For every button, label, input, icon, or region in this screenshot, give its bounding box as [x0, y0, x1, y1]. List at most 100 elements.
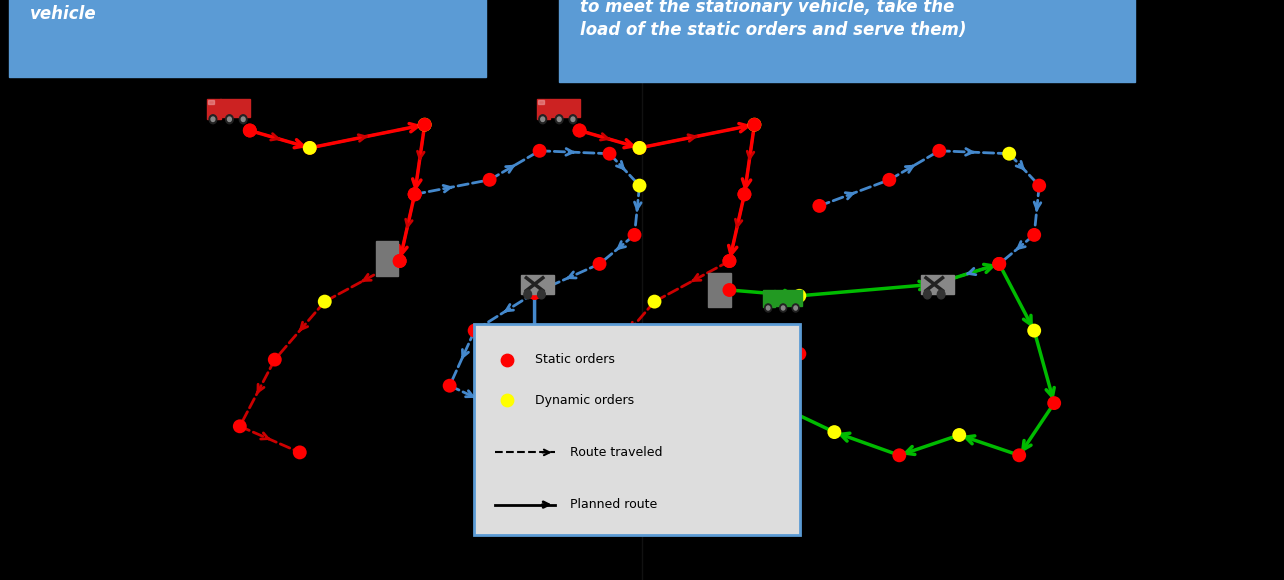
Text: t=X: LES (a “backup” vehicle is assigned
to meet the stationary vehicle, take th: t=X: LES (a “backup” vehicle is assigned… — [579, 0, 966, 39]
Point — [524, 288, 544, 298]
Circle shape — [524, 290, 532, 299]
Bar — [208, 100, 221, 119]
Point — [809, 201, 829, 211]
Circle shape — [782, 306, 785, 310]
Point — [550, 404, 570, 414]
Point — [315, 297, 335, 306]
Point — [989, 259, 1009, 269]
Point — [880, 175, 900, 184]
Point — [524, 355, 544, 364]
Circle shape — [569, 115, 577, 124]
Point — [619, 448, 639, 457]
Circle shape — [794, 306, 797, 310]
Bar — [376, 241, 398, 276]
Point — [1009, 451, 1030, 460]
Point — [924, 280, 945, 289]
Point — [594, 355, 615, 364]
Point — [600, 384, 620, 393]
Point — [560, 422, 580, 431]
Point — [745, 120, 765, 129]
Circle shape — [571, 117, 575, 121]
Point — [524, 288, 544, 298]
Point — [629, 143, 650, 153]
Point — [719, 256, 740, 266]
Point — [569, 126, 589, 135]
Circle shape — [226, 115, 234, 124]
Bar — [763, 290, 776, 307]
Point — [265, 355, 285, 364]
Point — [1028, 181, 1049, 190]
Bar — [521, 275, 553, 293]
Bar — [538, 100, 544, 104]
Point — [404, 190, 425, 199]
Point — [600, 384, 620, 393]
Point — [734, 190, 755, 199]
Point — [719, 256, 740, 266]
Point — [769, 401, 790, 411]
Circle shape — [765, 304, 772, 312]
Point — [949, 430, 969, 440]
Point — [415, 120, 435, 129]
Point — [745, 120, 765, 129]
Point — [1023, 230, 1044, 240]
Circle shape — [923, 290, 931, 299]
Point — [734, 190, 755, 199]
Point — [489, 404, 510, 414]
Point — [629, 143, 650, 153]
Point — [479, 175, 499, 184]
Point — [404, 190, 425, 199]
Point — [790, 349, 810, 358]
Circle shape — [227, 117, 231, 121]
Bar — [709, 273, 731, 307]
Bar — [774, 290, 802, 306]
Circle shape — [937, 290, 945, 299]
Bar — [537, 100, 551, 119]
Text: t=X: Breakdown of the blue
vehicle: t=X: Breakdown of the blue vehicle — [30, 0, 290, 23]
Circle shape — [792, 304, 799, 312]
Point — [924, 280, 945, 289]
Point — [497, 355, 517, 364]
Circle shape — [556, 115, 564, 124]
Point — [240, 126, 261, 135]
Point — [589, 259, 610, 269]
Circle shape — [557, 117, 561, 121]
Bar — [208, 100, 214, 104]
Point — [289, 448, 309, 457]
Point — [624, 230, 645, 240]
Point — [439, 381, 460, 390]
FancyBboxPatch shape — [559, 0, 1135, 82]
Point — [299, 143, 320, 153]
Bar — [550, 100, 580, 117]
Point — [489, 404, 510, 414]
Bar — [220, 100, 250, 117]
Point — [529, 146, 550, 155]
Circle shape — [538, 290, 546, 299]
Point — [230, 422, 250, 431]
Point — [824, 427, 845, 437]
Point — [790, 291, 810, 300]
Text: Static orders: Static orders — [534, 353, 615, 366]
FancyBboxPatch shape — [474, 324, 800, 535]
Point — [1044, 398, 1064, 408]
Point — [389, 256, 410, 266]
Point — [600, 149, 620, 158]
Circle shape — [541, 117, 544, 121]
Point — [645, 297, 665, 306]
Point — [719, 285, 740, 295]
Point — [889, 451, 909, 460]
Circle shape — [211, 117, 214, 121]
Text: Route traveled: Route traveled — [570, 446, 663, 459]
Text: Dynamic orders: Dynamic orders — [534, 394, 634, 407]
Point — [999, 149, 1019, 158]
Point — [497, 396, 517, 405]
Point — [299, 143, 320, 153]
Point — [1023, 326, 1044, 335]
Point — [569, 126, 589, 135]
Circle shape — [539, 115, 547, 124]
Circle shape — [239, 115, 247, 124]
Point — [389, 256, 410, 266]
Point — [415, 120, 435, 129]
Point — [989, 259, 1009, 269]
Point — [629, 181, 650, 190]
Point — [240, 126, 261, 135]
